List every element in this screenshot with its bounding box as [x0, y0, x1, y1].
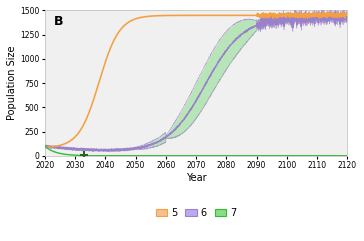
Text: B: B [54, 15, 63, 28]
Y-axis label: Population Size: Population Size [7, 46, 17, 120]
Legend: 5, 6, 7: 5, 6, 7 [152, 204, 240, 222]
X-axis label: Year: Year [186, 173, 206, 183]
